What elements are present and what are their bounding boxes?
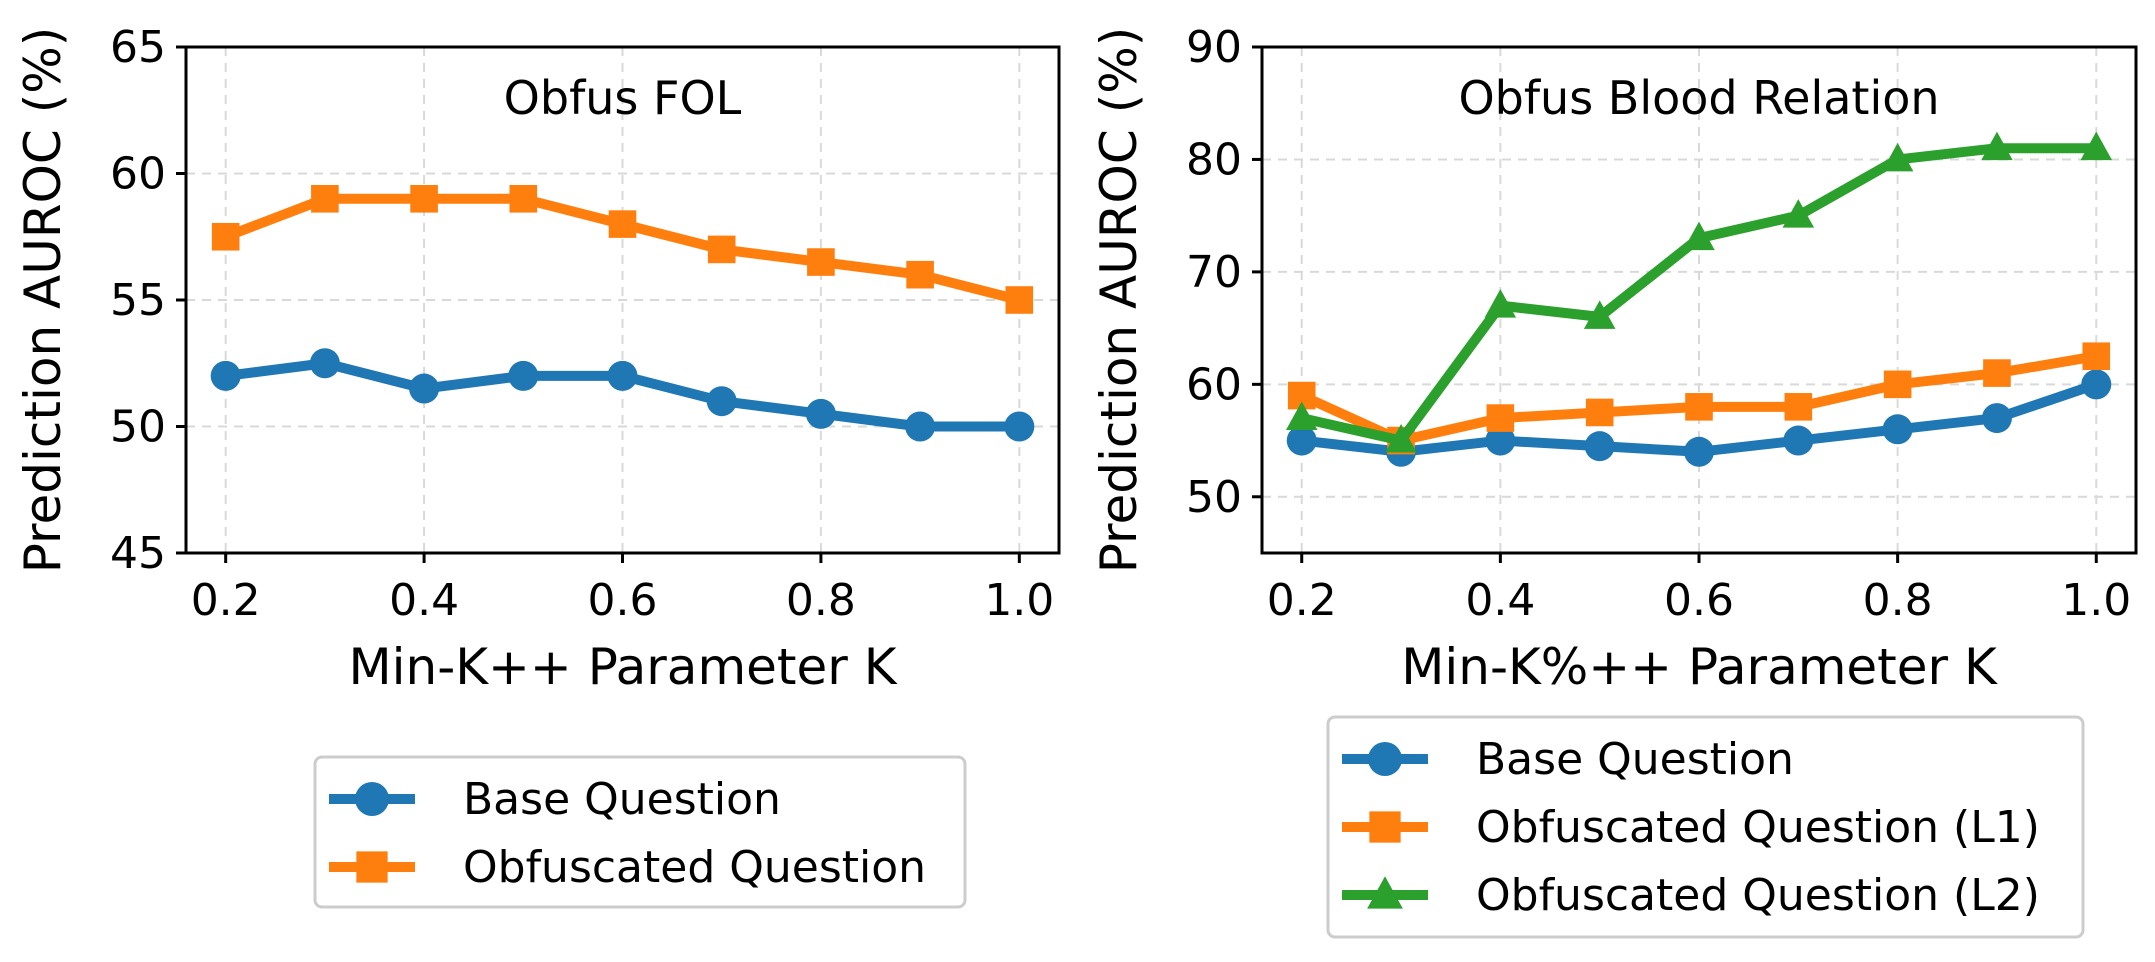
y-tick-label: 45 [110,528,166,579]
x-tick-label: 0.6 [1664,575,1734,626]
x-tick-label: 1.0 [2061,575,2131,626]
data-point [905,411,936,442]
data-point [1683,221,1715,251]
data-point [211,222,240,251]
y-tick-label: 50 [1186,472,1242,523]
data-point [1784,393,1813,421]
data-point [509,185,538,213]
data-point [1685,393,1713,421]
data-point [1486,404,1515,432]
x-tick-label: 0.6 [588,575,658,626]
data-point [410,185,438,213]
x-tick-label: 0.8 [1863,575,1933,626]
data-point [1981,131,2013,161]
data-point [210,360,241,391]
y-tick-label: 60 [1186,359,1242,410]
chart-title: Obfus FOL [504,71,742,125]
chart-panel-obfus-blood-relation: 0.2 0.4 0.6 0.8 1.0 50 60 70 80 90 Obfus Blood Rel… [1090,22,2138,939]
legend-label: Obfuscated Question [463,842,926,893]
data-point [2082,342,2111,371]
data-point [707,235,736,264]
data-point [1584,431,1615,462]
data-point [1782,199,1815,228]
data-point [1783,425,1814,456]
y-tick-label: 60 [110,149,166,200]
data-point [1882,414,1913,445]
y-axis-label: Prediction AUROC (%) [1090,27,1148,574]
legend-marker [1369,811,1401,843]
legend-label: Obfuscated Question (L2) [1476,870,2040,921]
data-point [2081,369,2112,400]
data-point [1883,370,1912,399]
plot-frame [1260,45,2138,555]
data-point [1484,289,1517,318]
chart-title: Obfus Blood Relation [1458,71,1939,125]
legend-box [313,755,967,909]
x-tick-label: 0.2 [1267,575,1337,626]
data-point [311,185,339,213]
data-point [1684,436,1714,467]
data-point [608,210,637,238]
data-point [1485,425,1516,456]
data-point [805,398,836,429]
data-point [1583,300,1616,329]
legend-marker [1367,876,1403,909]
data-point [2080,131,2113,161]
data-point [508,360,539,391]
legend-label: Base Question [1476,734,1794,785]
data-point [1005,286,1034,314]
legend-label: Base Question [463,774,781,825]
data-point [409,373,440,404]
data-point [1285,401,1318,431]
data-point [1004,411,1035,442]
data-point [607,360,638,391]
data-point [1385,424,1417,453]
y-tick-label: 90 [1186,22,1242,73]
data-point [1286,425,1317,456]
data-point [906,260,934,289]
x-axis-label: Min-K%++ Parameter K [1401,638,1998,696]
x-tick-label: 0.2 [191,575,261,626]
data-point [1983,359,2011,387]
data-point [706,386,737,417]
data-point [807,248,835,276]
legend-marker [1368,742,1402,776]
y-tick-label: 70 [1186,247,1242,298]
y-axis-label: Prediction AUROC (%) [14,27,72,574]
data-point [1881,142,1914,172]
y-tick-label: 80 [1186,134,1242,185]
legend-label: Obfuscated Question (L1) [1476,802,2040,853]
x-tick-label: 0.4 [389,575,459,626]
x-tick-label: 1.0 [984,575,1054,626]
x-tick-label: 0.8 [786,575,856,626]
data-point [1585,398,1614,427]
x-axis-label: Min-K++ Parameter K [348,638,897,696]
x-tick-label: 0.4 [1465,575,1535,626]
y-tick-label: 65 [110,22,166,73]
chart-panel-obfus-fol: 0.2 0.4 0.6 0.8 1.0 45 50 55 60 65 Obfus FOL Min-K+… [14,22,1061,909]
y-tick-label: 50 [110,402,166,453]
y-tick-label: 55 [110,275,166,326]
legend-marker [355,782,389,816]
data-point [309,348,340,379]
plot-frame [184,45,1061,555]
legend-box [1326,715,2085,939]
data-point [1981,403,2012,434]
legend-marker [356,851,388,883]
